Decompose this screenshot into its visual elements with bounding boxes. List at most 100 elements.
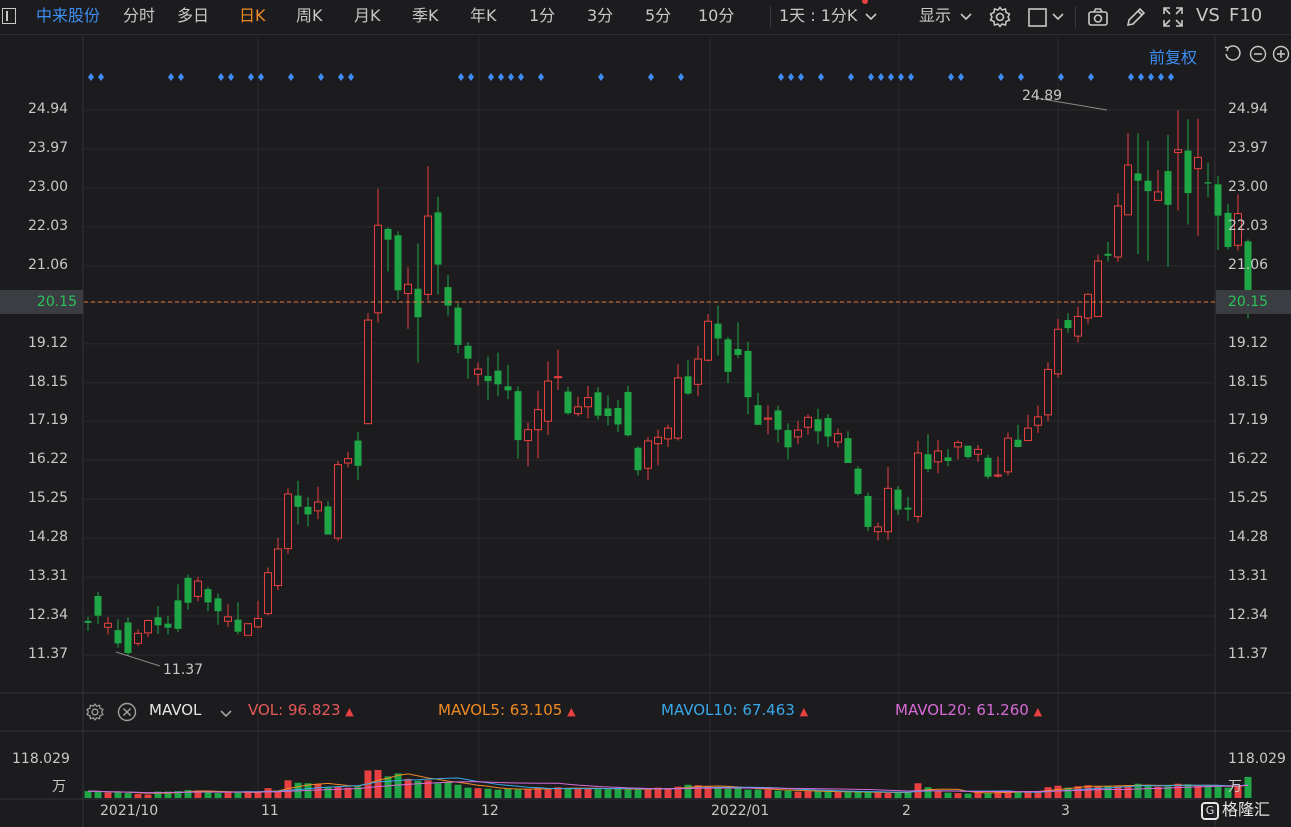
volume-bar xyxy=(384,776,392,798)
candle-body xyxy=(134,632,142,644)
price-tick-label: 17.19 xyxy=(1228,412,1269,429)
candle-body xyxy=(94,595,102,616)
candle-body xyxy=(484,375,492,382)
volume-indicator-bar: MAVOL VOL: 96.823 ▲ MAVOL5: 63.105 ▲ MAV… xyxy=(0,697,1291,727)
volume-bar xyxy=(1064,787,1072,798)
candle-body xyxy=(1114,205,1122,258)
volume-bar xyxy=(194,790,202,798)
x-axis-label: 2022/01 xyxy=(711,803,770,819)
candle-body xyxy=(664,427,672,440)
candle-body xyxy=(934,450,942,463)
candle-body xyxy=(384,228,392,240)
chevron-down-icon[interactable] xyxy=(219,706,233,720)
candle-body xyxy=(744,350,752,398)
zoom-out-icon[interactable] xyxy=(1249,45,1267,63)
chevron-down-icon[interactable] xyxy=(1051,9,1065,23)
candle-body xyxy=(534,409,542,431)
volume-bar xyxy=(134,794,142,798)
tab-weekly-k[interactable]: 周K xyxy=(296,6,323,25)
stock-name[interactable]: 中来股份 xyxy=(36,6,101,25)
interval-select[interactable]: 1天 : 1分K xyxy=(779,6,858,25)
candle-body xyxy=(574,406,582,415)
signal-marker xyxy=(508,73,514,81)
display-menu[interactable]: 显示 xyxy=(919,6,952,25)
volume-bar xyxy=(824,791,832,798)
signal-marker xyxy=(598,73,604,81)
volume-axis-max-right: 118.029 xyxy=(1228,751,1286,767)
low-price-annotation: 11.37 xyxy=(163,662,204,678)
mavol20-readout: MAVOL20: 61.260 ▲ xyxy=(895,701,1042,719)
candle-body xyxy=(1234,213,1242,246)
candle-body xyxy=(784,430,792,448)
candle-body xyxy=(1154,191,1162,201)
mavol5-label: MAVOL5: xyxy=(438,701,506,719)
tab-yearly-k[interactable]: 年K xyxy=(470,6,497,25)
signal-marker xyxy=(1128,73,1134,81)
candle-body xyxy=(504,386,512,391)
candle-body xyxy=(154,617,162,626)
signal-marker xyxy=(488,73,494,81)
volume-bar xyxy=(614,788,622,798)
tab-intraday[interactable]: 分时 xyxy=(123,6,156,25)
price-tick-label: 16.22 xyxy=(1228,451,1269,468)
tab-10min[interactable]: 10分 xyxy=(698,6,735,25)
settings-gear-icon[interactable] xyxy=(85,702,105,722)
candle-body xyxy=(914,452,922,517)
volume-bar xyxy=(834,792,842,798)
tab-1min[interactable]: 1分 xyxy=(529,6,556,25)
volume-bar xyxy=(484,788,492,798)
tab-5min[interactable]: 5分 xyxy=(645,6,672,25)
settings-gear-icon[interactable] xyxy=(988,5,1012,29)
volume-bar xyxy=(444,782,452,798)
volume-bar xyxy=(854,792,862,798)
x-axis-label: 11 xyxy=(261,803,279,819)
up-arrow-icon: ▲ xyxy=(799,705,809,718)
tab-quarterly-k[interactable]: 季K xyxy=(412,6,439,25)
volume-axis-max-left: 118.029 xyxy=(12,751,70,767)
candle-body xyxy=(584,397,592,408)
tab-monthly-k[interactable]: 月K xyxy=(354,6,381,25)
candle-body xyxy=(284,493,292,550)
fullscreen-icon[interactable] xyxy=(1161,5,1185,29)
price-adjust-mode[interactable]: 前复权 xyxy=(1149,48,1198,67)
x-axis-label: 2 xyxy=(902,803,911,819)
pencil-icon[interactable] xyxy=(1124,5,1148,29)
candle-body xyxy=(754,405,762,425)
signal-marker xyxy=(998,73,1004,81)
f10-button[interactable]: F10 xyxy=(1229,5,1263,26)
volume-bar xyxy=(1234,786,1242,798)
volume-bar xyxy=(1214,786,1222,798)
camera-icon[interactable] xyxy=(1086,5,1110,29)
close-icon[interactable] xyxy=(117,702,137,722)
candle-body xyxy=(844,438,852,464)
candle-body xyxy=(894,489,902,510)
candle-body xyxy=(544,380,552,422)
candle-body xyxy=(874,526,882,533)
volume-bar xyxy=(1014,792,1022,798)
candle-body xyxy=(1074,315,1082,337)
vs-compare-button[interactable]: VS xyxy=(1196,5,1220,26)
sidebar-toggle-icon[interactable] xyxy=(2,8,16,24)
volume-bar xyxy=(454,784,462,798)
candle-body xyxy=(1164,171,1172,205)
volume-bars-layer xyxy=(84,769,1252,798)
volume-bar xyxy=(594,789,602,798)
indicator-select[interactable]: MAVOL xyxy=(149,701,202,719)
tab-daily-k[interactable]: 日K xyxy=(239,6,266,25)
tab-multi-day[interactable]: 多日 xyxy=(177,6,210,25)
candle-body xyxy=(814,419,822,432)
candle-body xyxy=(994,474,1002,477)
reset-icon[interactable] xyxy=(1223,45,1241,63)
signal-marker xyxy=(248,73,254,81)
checkbox-icon[interactable] xyxy=(1026,5,1050,29)
zoom-in-icon[interactable] xyxy=(1272,45,1290,63)
price-tick-label: 14.28 xyxy=(28,529,69,546)
chevron-down-icon[interactable] xyxy=(864,9,878,23)
candle-body xyxy=(564,391,572,414)
tab-3min[interactable]: 3分 xyxy=(587,6,614,25)
current-price-tag-right: 20.15 xyxy=(1216,290,1291,314)
volume-bar xyxy=(164,791,172,798)
chevron-down-icon[interactable] xyxy=(959,9,973,23)
volume-bar xyxy=(94,791,102,798)
